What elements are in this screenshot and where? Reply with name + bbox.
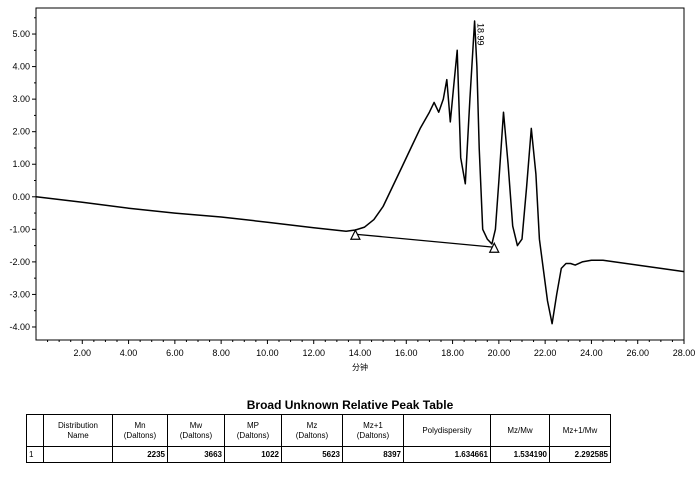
x-tick-label: 18.00 xyxy=(441,348,464,358)
table-cell: 3663 xyxy=(167,446,225,463)
table-cell: 1.634661 xyxy=(403,446,491,463)
x-tick-label: 16.00 xyxy=(395,348,418,358)
table-cell: 8397 xyxy=(342,446,404,463)
x-tick-label: 8.00 xyxy=(212,348,230,358)
tick-labels: -4.00 -3.00 -2.00 -1.00 0.00 1.00 2.00 3.00 4.00… xyxy=(9,23,695,358)
table-header-line: Mw xyxy=(189,420,203,430)
table-header-line: (Daltons) xyxy=(356,430,390,440)
table-header-cell xyxy=(26,414,44,447)
table-header-cell: Mz/Mw xyxy=(490,414,550,447)
x-tick-label: 6.00 xyxy=(166,348,184,358)
y-tick-label: 0.00 xyxy=(12,192,30,202)
y-tick-label: -2.00 xyxy=(9,257,30,267)
y-tick-label: 2.00 xyxy=(12,127,30,137)
y-tick-label: 4.00 xyxy=(12,62,30,72)
table-cell: 2.292585 xyxy=(549,446,611,463)
table-cell xyxy=(43,446,113,463)
table-cell: 5623 xyxy=(281,446,343,463)
table-cell: 1022 xyxy=(224,446,282,463)
table-header-line: Polydispersity xyxy=(422,425,472,435)
peak-markers xyxy=(349,228,500,253)
table-cell: 1 xyxy=(26,446,44,463)
series xyxy=(35,20,685,325)
table-cell: 2235 xyxy=(112,446,168,463)
x-tick-label: 26.00 xyxy=(626,348,649,358)
x-tick-label: 4.00 xyxy=(120,348,138,358)
table-header-cell: Mz+1/Mw xyxy=(549,414,611,447)
y-tick-label: 3.00 xyxy=(12,94,30,104)
table-header-line: Mz+1 xyxy=(363,420,383,430)
chart-axes xyxy=(32,7,685,344)
baseline xyxy=(355,233,495,248)
table-header-line: (Daltons) xyxy=(179,430,213,440)
table-body: 1 2235 3663 1022 5623 8397 1.634661 1.534190 2.2… xyxy=(26,446,611,463)
table-cell: 1.534190 xyxy=(490,446,550,463)
x-tick-label: 2.00 xyxy=(74,348,92,358)
table-header-line: (Daltons) xyxy=(236,430,270,440)
table-header-line: Distribution xyxy=(57,420,98,430)
table-header-line: Mz/Mw xyxy=(507,425,533,435)
table-header-line: Mz+1/Mw xyxy=(562,425,598,435)
table-header-cell: MP (Daltons) xyxy=(224,414,282,447)
peak-table: Distribution Name Mn (Daltons) Mw (Daltons) MP… xyxy=(26,414,611,463)
y-tick-label: -3.00 xyxy=(9,289,30,299)
peak-annotation: 18.99 xyxy=(475,23,485,46)
table-header-line: (Daltons) xyxy=(295,430,329,440)
table-header-cell: Distribution Name xyxy=(43,414,113,447)
x-tick-label: 10.00 xyxy=(256,348,279,358)
x-axis-label: 分钟 xyxy=(352,362,368,372)
x-tick-label: 14.00 xyxy=(349,348,372,358)
y-tick-label: 5.00 xyxy=(12,29,30,39)
series-line xyxy=(35,20,685,325)
table-header-row: Distribution Name Mn (Daltons) Mw (Daltons) MP… xyxy=(26,414,611,447)
x-tick-label: 22.00 xyxy=(534,348,557,358)
y-tick-label: -4.00 xyxy=(9,322,30,332)
x-tick-label: 20.00 xyxy=(488,348,511,358)
x-tick-label: 24.00 xyxy=(580,348,603,358)
table-header-line: Name xyxy=(67,430,89,440)
x-tick-label: 28.00 xyxy=(673,348,696,358)
plot-frame xyxy=(35,7,685,341)
peak-marker-triangle xyxy=(349,228,361,240)
table-title: Broad Unknown Relative Peak Table xyxy=(246,398,454,412)
table-header-cell: Mw (Daltons) xyxy=(167,414,225,447)
y-tick-label: -1.00 xyxy=(9,224,30,234)
table-row: 1 2235 3663 1022 5623 8397 1.634661 1.534190 2.2… xyxy=(26,446,611,463)
table-header-cell: Mn (Daltons) xyxy=(112,414,168,447)
peak-marker-triangle xyxy=(488,241,500,253)
table-header-line: Mn xyxy=(134,420,146,430)
x-tick-label: 12.00 xyxy=(302,348,325,358)
table-header-cell: Mz (Daltons) xyxy=(281,414,343,447)
table-header-line: MP xyxy=(247,420,259,430)
chromatogram-chart: -4.00 -3.00 -2.00 -1.00 0.00 1.00 2.00 3.00 4.00… xyxy=(9,7,695,372)
y-tick-label: 1.00 xyxy=(12,159,30,169)
baseline-line xyxy=(355,233,495,248)
table-header-cell: Mz+1 (Daltons) xyxy=(342,414,404,447)
table-header-cell: Polydispersity xyxy=(403,414,491,447)
table-header-line: (Daltons) xyxy=(123,430,157,440)
table-header-line: Mz xyxy=(306,420,318,430)
